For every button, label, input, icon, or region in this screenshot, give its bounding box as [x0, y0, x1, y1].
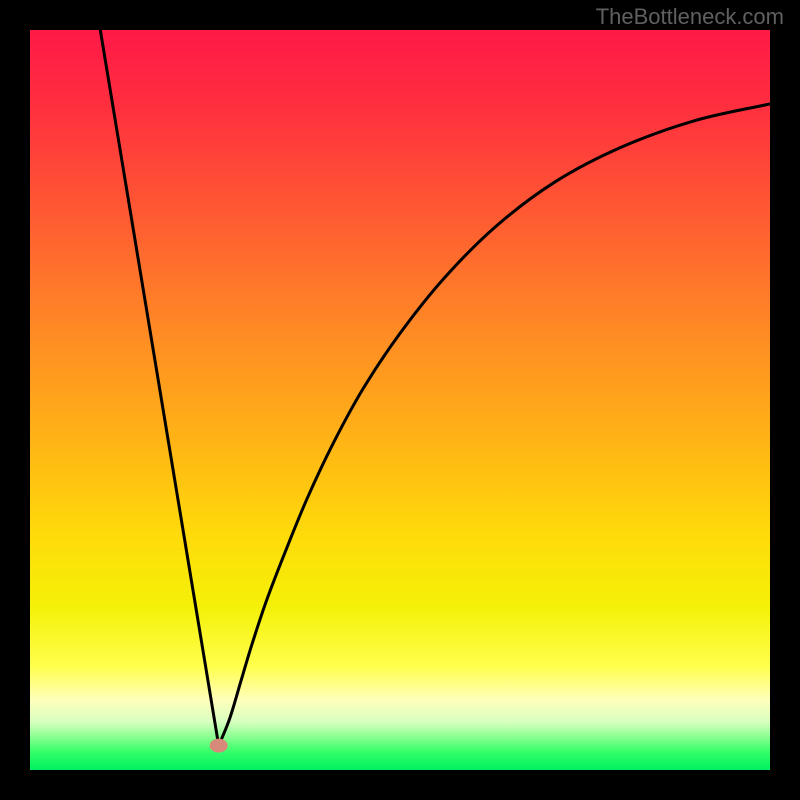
bottleneck-chart [30, 30, 770, 770]
optimum-marker [210, 739, 228, 753]
watermark-text: TheBottleneck.com [596, 4, 784, 30]
chart-plot-area [30, 30, 770, 770]
chart-background [30, 30, 770, 770]
